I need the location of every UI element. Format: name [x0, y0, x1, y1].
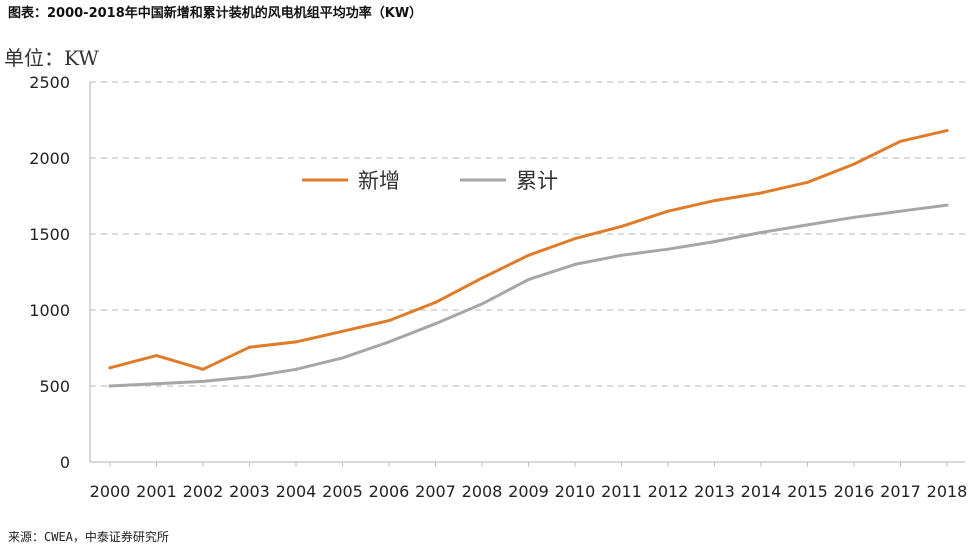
data-point: [201, 367, 205, 371]
y-axis-unit-label: 单位：KW: [4, 46, 99, 70]
data-point: [852, 162, 856, 166]
data-point: [899, 139, 902, 143]
data-point: [201, 379, 205, 383]
x-tick-label: 2001: [136, 482, 177, 501]
x-tick-label: 2013: [694, 482, 735, 501]
x-tick-label: 2000: [90, 482, 131, 501]
chart-title: 图表：2000-2018年中国新增和累计装机的风电机组平均功率（KW）: [8, 6, 423, 21]
legend-label: 累计: [516, 169, 558, 193]
data-point: [899, 209, 902, 213]
legend: 新增 累计: [302, 169, 558, 193]
data-point: [434, 300, 437, 304]
data-point: [155, 382, 158, 386]
data-point: [108, 366, 112, 370]
data-point: [527, 253, 530, 257]
y-tick-label: 2000: [29, 149, 70, 168]
axes: [89, 82, 965, 467]
series-lines: [108, 129, 949, 388]
legend-label: 新增: [358, 169, 400, 193]
data-point: [341, 356, 344, 360]
data-point: [666, 247, 670, 251]
data-point: [666, 209, 670, 213]
x-tick-label: 2003: [229, 482, 270, 501]
x-tick-label: 2007: [415, 482, 456, 501]
data-point: [341, 329, 344, 333]
data-point: [387, 319, 391, 323]
data-point: [620, 224, 623, 228]
x-tick-label: 2016: [834, 482, 875, 501]
data-point: [759, 230, 763, 234]
x-tick-label: 2009: [508, 482, 549, 501]
data-point: [480, 276, 484, 280]
x-tick-label: 2011: [601, 482, 642, 501]
x-tick-labels: 2000 2001 2002 2003 2004 2005 2006 2007 2008 2009…: [90, 482, 968, 501]
x-tick-label: 2017: [880, 482, 921, 501]
data-point: [248, 375, 251, 379]
y-tick-label: 1500: [29, 225, 70, 244]
data-point: [713, 240, 716, 244]
data-point: [573, 237, 577, 241]
y-tick-label: 0: [60, 453, 70, 472]
data-point: [806, 180, 809, 184]
data-point: [852, 215, 856, 219]
x-tick-label: 2004: [276, 482, 317, 501]
x-tick-label: 2006: [369, 482, 410, 501]
y-tick-label: 2500: [29, 73, 70, 92]
data-point: [945, 203, 949, 207]
data-point: [573, 262, 577, 266]
x-tick-label: 2014: [741, 482, 782, 501]
data-point: [620, 253, 623, 257]
series-line-cumulative: [108, 203, 949, 388]
data-point: [108, 384, 112, 388]
data-point: [713, 199, 716, 203]
x-tick-label: 2015: [787, 482, 828, 501]
data-point: [527, 278, 530, 282]
x-tick-label: 2012: [648, 482, 689, 501]
data-point: [806, 223, 809, 227]
data-point: [248, 345, 251, 349]
gridlines: [90, 81, 965, 387]
data-point: [294, 340, 298, 344]
x-tick-label: 2008: [462, 482, 503, 501]
data-point: [945, 129, 949, 133]
data-point: [434, 322, 437, 326]
data-point: [387, 340, 391, 344]
series-line-new: [108, 129, 949, 371]
data-point: [294, 367, 298, 371]
y-tick-labels: 0 500 1000 1500 2000 2500: [29, 73, 70, 472]
x-tick-label: 2010: [555, 482, 596, 501]
data-point: [480, 302, 484, 306]
x-tick-label: 2002: [183, 482, 224, 501]
x-tick-label: 2005: [322, 482, 363, 501]
x-tick-label: 2018: [927, 482, 968, 501]
data-point: [759, 191, 763, 195]
data-point: [155, 354, 158, 358]
y-tick-label: 1000: [29, 301, 70, 320]
source-note: 来源：CWEA，中泰证券研究所: [8, 530, 169, 544]
y-tick-label: 500: [39, 377, 70, 396]
